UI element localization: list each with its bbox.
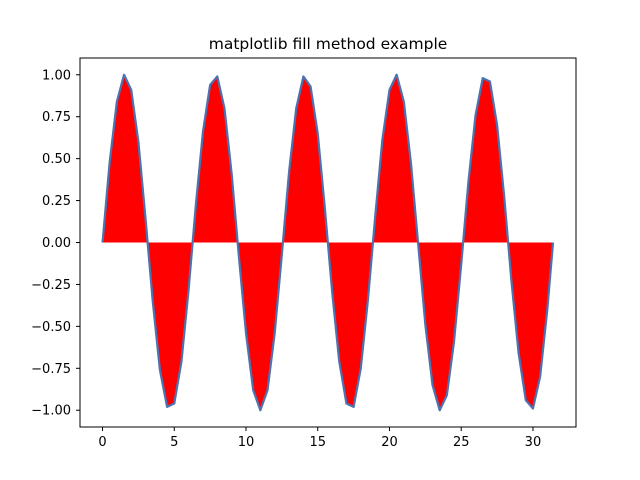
x-tick-label: 30 (525, 435, 542, 450)
x-tick-label: 0 (98, 435, 106, 450)
x-tick-label: 5 (170, 435, 178, 450)
y-tick-label: 0.00 (42, 236, 71, 251)
y-tick-label: 1.00 (42, 68, 71, 83)
series-line-group (101, 73, 555, 412)
y-tick-label: −0.25 (31, 278, 71, 293)
y-axis: 1.00 0.75 0.50 0.25 0.00 −0.25 −0.50 −0.75 −1.00 (31, 68, 80, 419)
series-line (101, 73, 555, 412)
y-tick-label: 0.50 (42, 152, 71, 167)
x-tick-label: 15 (309, 435, 326, 450)
y-tick-label: −1.00 (31, 404, 71, 419)
y-tick-label: 0.75 (42, 110, 71, 125)
x-tick-label: 20 (381, 435, 398, 450)
x-tick-label: 10 (238, 435, 255, 450)
y-tick-label: 0.25 (42, 194, 71, 209)
chart-title: matplotlib fill method example (209, 35, 448, 53)
x-axis: 0 5 10 15 20 25 30 (98, 427, 541, 450)
y-tick-label: −0.50 (31, 320, 71, 335)
y-tick-label: −0.75 (31, 362, 71, 377)
x-tick-label: 25 (453, 435, 470, 450)
